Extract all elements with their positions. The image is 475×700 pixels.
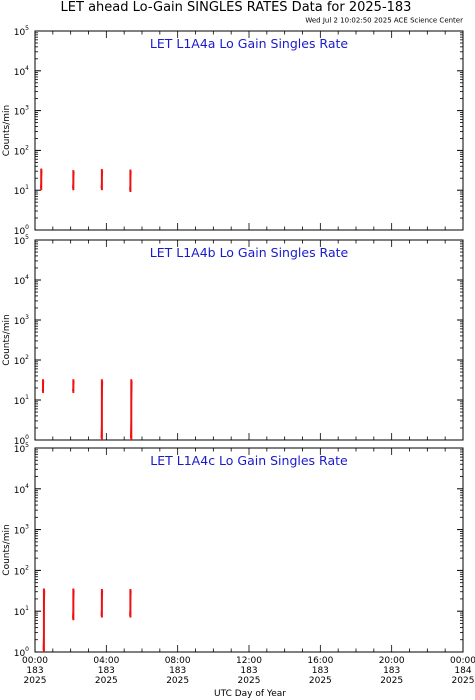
y-tick-label: 101	[14, 394, 29, 407]
y-axis-label: Counts/min	[2, 314, 12, 365]
x-tick-time: 00:00	[450, 656, 475, 666]
y-tick-label: 105	[14, 442, 29, 455]
panels-group: 100 101 102 103 104 105 Counts/min LET L1A4a Lo…	[2, 25, 464, 659]
chart-title: LET ahead Lo-Gain SINGLES RATES Data for…	[61, 0, 412, 15]
y-tick-label: 103	[14, 314, 29, 327]
x-tick-year: 2025	[95, 676, 118, 686]
x-tick-year: 2025	[24, 676, 47, 686]
x-tick-year: 2025	[452, 676, 475, 686]
data-segment-jitter	[129, 590, 132, 616]
x-tick-time: 00:00	[22, 656, 48, 666]
data-segment-jitter	[129, 171, 132, 191]
x-tick-time: 16:00	[307, 656, 333, 666]
y-tick-label: 102	[14, 144, 29, 157]
x-tick-year: 2025	[238, 676, 261, 686]
x-tick-time: 04:00	[93, 656, 119, 666]
panel-2: 100 101 102 103 104 105 Counts/min LET L1A4b Lo…	[2, 234, 464, 447]
x-tick-year: 2025	[166, 676, 189, 686]
x-tick-doy: 183	[98, 666, 115, 676]
x-tick-doy: 183	[169, 666, 186, 676]
y-tick-label: 100	[14, 224, 29, 237]
data-segment-jitter	[39, 170, 43, 189]
x-tick-doy: 183	[312, 666, 329, 676]
chart-subtitle: Wed Jul 2 10:02:50 2025 ACE Science Cent…	[305, 17, 463, 25]
x-tick-doy: 184	[454, 666, 471, 676]
panel-title: LET L1A4b Lo Gain Singles Rate	[150, 245, 349, 260]
x-tick-year: 2025	[309, 676, 332, 686]
x-tick-time: 20:00	[379, 656, 405, 666]
y-axis-label: Counts/min	[2, 105, 12, 156]
x-axis-labels: 00:00183202504:00183202508:00183202512:0…	[22, 656, 475, 686]
data-segment-jitter	[72, 590, 75, 619]
y-tick-label: 105	[14, 234, 29, 247]
y-tick-label: 104	[14, 274, 29, 287]
y-tick-label: 105	[14, 25, 29, 38]
data-segment-jitter	[72, 172, 75, 189]
panel-title: LET L1A4c Lo Gain Singles Rate	[150, 453, 348, 468]
data-segment-jitter	[100, 590, 104, 616]
x-axis-title: UTC Day of Year	[214, 689, 286, 699]
y-tick-label: 103	[14, 524, 29, 537]
plot-frame	[34, 30, 464, 231]
plot-frame	[34, 239, 464, 441]
panel-1: 100 101 102 103 104 105 Counts/min LET L1A4a Lo…	[2, 25, 464, 237]
data-segment-jitter	[100, 171, 104, 189]
y-tick-label: 102	[14, 564, 29, 577]
data-segment-jitter	[41, 381, 45, 392]
panel-title: LET L1A4a Lo Gain Singles Rate	[150, 36, 348, 51]
data-segment-jitter	[100, 381, 104, 439]
y-tick-label: 102	[14, 354, 29, 367]
y-tick-label: 103	[14, 105, 29, 118]
y-tick-label: 104	[14, 65, 29, 78]
y-tick-label: 101	[14, 605, 29, 618]
y-tick-label: 101	[14, 184, 29, 197]
y-tick-label: 100	[14, 434, 29, 447]
x-tick-time: 12:00	[236, 656, 262, 666]
x-tick-year: 2025	[380, 676, 403, 686]
plot-frame	[34, 447, 464, 653]
data-segment-jitter	[42, 590, 46, 651]
x-tick-doy: 183	[26, 666, 43, 676]
y-tick-label: 104	[14, 483, 29, 496]
data-segment-jitter	[130, 381, 133, 439]
x-tick-time: 08:00	[165, 656, 191, 666]
panel-3: 100 101 102 103 104 105 Counts/min LET L1A4c Lo…	[2, 442, 464, 659]
x-tick-doy: 183	[240, 666, 257, 676]
y-tick-label: 100	[14, 646, 29, 659]
data-segment-jitter	[72, 381, 75, 392]
y-axis-label: Counts/min	[2, 524, 12, 575]
x-tick-doy: 183	[383, 666, 400, 676]
